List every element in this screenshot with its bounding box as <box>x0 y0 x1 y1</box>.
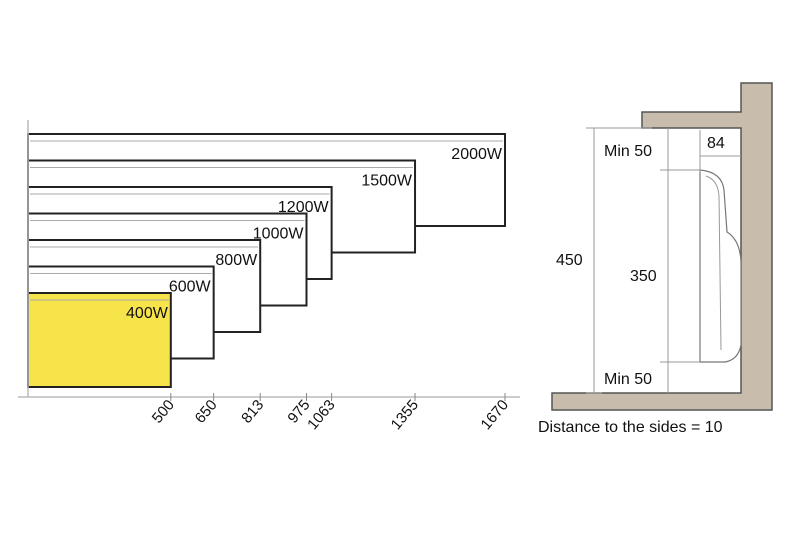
width-tick-label: 813 <box>238 397 267 427</box>
width-tick-label: 650 <box>192 397 221 427</box>
heater-label-400w: 400W <box>126 305 169 322</box>
heater-side-profile <box>699 169 742 363</box>
dim-label-depth: 84 <box>707 135 725 152</box>
dim-label-min-bottom: Min 50 <box>604 371 652 388</box>
width-tick-label: 1063 <box>304 397 338 433</box>
wall-and-ceiling-shape <box>551 82 773 411</box>
heater-label-2000w: 2000W <box>451 146 503 163</box>
heater-label-600w: 600W <box>169 279 212 296</box>
heater-panel-400w <box>27 292 172 388</box>
heater-label-1200w: 1200W <box>278 199 330 216</box>
width-tick-label: 500 <box>149 397 178 427</box>
heater-side-inner-line <box>705 175 722 351</box>
heater-label-1500w: 1500W <box>361 173 413 190</box>
heater-label-1000w: 1000W <box>253 226 305 243</box>
width-tick-label: 1355 <box>388 397 422 433</box>
dim-label-total-height: 450 <box>556 252 583 269</box>
width-tick-label: 1670 <box>478 397 512 433</box>
heater-label-800w: 800W <box>215 252 258 269</box>
dim-label-heater-height: 350 <box>630 268 657 285</box>
side-view: 450 Min 50 350 Min 50 84 <box>551 82 773 411</box>
dim-label-min-top: Min 50 <box>604 143 652 160</box>
side-distance-caption: Distance to the sides = 10 <box>538 419 723 436</box>
